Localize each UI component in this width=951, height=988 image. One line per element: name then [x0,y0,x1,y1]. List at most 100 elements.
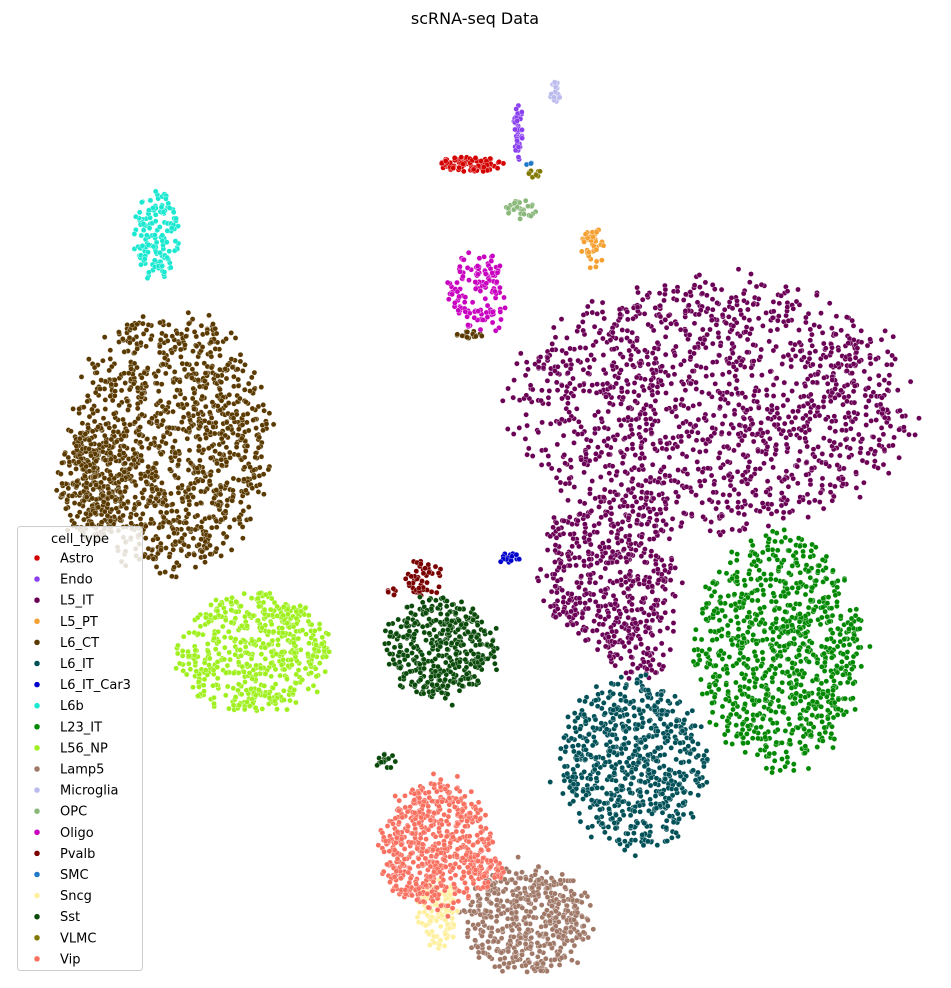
data-point [210,424,216,430]
data-point [589,382,595,388]
data-point [547,603,554,610]
data-point [846,641,853,648]
data-point [133,213,139,220]
chart-title: scRNA-seq Data [411,9,539,28]
data-point [185,511,192,517]
data-point [182,395,188,402]
data-point [810,361,816,368]
data-point [235,432,241,438]
data-point [663,505,669,512]
data-point [797,448,803,455]
data-point [680,402,687,409]
data-point [556,420,563,427]
data-point [607,384,614,391]
data-point [673,756,679,763]
data-point [606,835,613,842]
data-point [767,435,773,442]
data-point [156,524,162,531]
data-point [638,739,645,746]
data-point [768,511,775,517]
data-point [852,355,859,361]
data-point [194,512,201,519]
data-point [535,429,542,436]
data-point [616,417,622,423]
data-point [607,554,614,561]
data-point [662,586,668,592]
data-point [121,370,127,376]
data-point [511,377,517,383]
data-point [675,493,682,500]
data-point [725,335,731,341]
data-point [670,620,677,626]
data-point [605,408,611,415]
data-point [719,607,725,614]
data-point [588,541,594,548]
data-point [106,476,113,483]
data-point [217,366,223,373]
data-point [196,383,203,390]
data-point [640,719,646,726]
data-point [494,165,501,171]
data-point [174,508,180,515]
data-point [644,703,651,709]
data-point [805,514,811,520]
data-point [621,590,627,596]
data-point [724,499,730,505]
data-point [801,354,807,361]
data-point [612,825,619,832]
data-point [711,430,718,436]
data-point [207,542,213,549]
data-point [641,559,648,565]
data-point [776,415,783,422]
data-point [695,429,701,436]
data-point [714,300,720,306]
data-point [827,425,833,431]
data-point [162,406,169,413]
data-point [768,501,775,508]
data-point [724,458,731,465]
data-point [886,380,892,386]
data-point [568,735,575,742]
data-point [598,720,605,726]
data-point [636,424,643,431]
data-point [565,553,572,560]
data-point [158,509,164,515]
data-point [613,736,620,742]
data-point [890,333,896,340]
data-point [594,553,600,559]
data-point [750,716,757,723]
data-point [160,499,166,506]
data-point [618,582,625,588]
data-point [896,426,902,433]
data-point [709,580,716,586]
data-point [247,516,254,522]
data-point [896,454,902,461]
data-point [780,515,787,521]
data-point [215,502,221,508]
data-point [635,348,642,355]
data-point [593,697,599,703]
data-point [839,427,845,433]
data-point [596,504,602,510]
data-point [690,814,696,820]
data-point [554,589,560,596]
data-point [565,714,571,720]
data-point [785,414,792,420]
data-point [644,354,650,360]
data-point [153,373,159,380]
data-point [849,370,855,376]
data-point [784,397,791,403]
data-point [198,524,204,530]
data-point [649,382,656,389]
data-point [668,728,674,735]
data-point [164,429,171,436]
data-point [776,300,783,307]
data-point [107,356,114,362]
data-point [237,395,243,402]
data-point [828,452,835,459]
data-point [614,535,620,541]
data-point [575,742,582,748]
data-point [570,798,577,804]
data-point [736,527,743,534]
